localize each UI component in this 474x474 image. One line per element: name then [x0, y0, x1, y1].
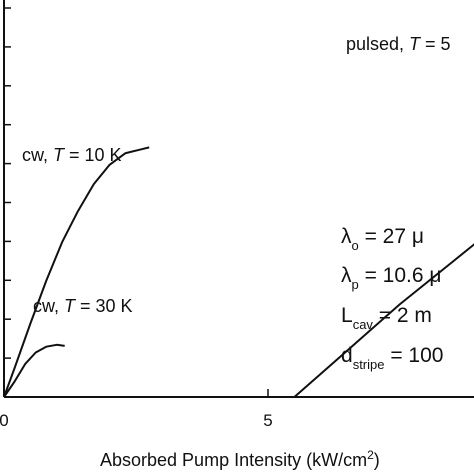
- parameter-annotation: dstripe = 100: [341, 344, 443, 372]
- series-labels: cw, T = 10 K cw, T = 30 K pulsed, T = 5: [22, 34, 451, 316]
- series-line: [3, 343, 65, 398]
- parameter-annotation: λp = 10.6 μ: [341, 264, 441, 292]
- parameter-annotation: λo = 27 μ: [341, 225, 424, 253]
- x-tick-label: 5: [263, 411, 272, 430]
- y-tick-marks: [4, 7, 11, 398]
- parameter-annotations: λo = 27 μ λp = 10.6 μ Lcav = 2 m dstripe = …: [341, 225, 443, 372]
- x-tick-label: 0: [0, 411, 9, 430]
- x-tick-marks: 051015: [0, 389, 273, 430]
- series-group: [3, 146, 474, 398]
- series-line: [3, 146, 150, 398]
- parameter-annotation: Lcav = 2 m: [341, 304, 432, 332]
- series-label: cw, T = 30 K: [33, 296, 133, 316]
- series-label: pulsed, T = 5: [346, 34, 451, 54]
- series-label: cw, T = 10 K: [22, 145, 122, 165]
- x-axis-label: Absorbed Pump Intensity (kW/cm2): [100, 448, 380, 470]
- series-line: [293, 243, 474, 398]
